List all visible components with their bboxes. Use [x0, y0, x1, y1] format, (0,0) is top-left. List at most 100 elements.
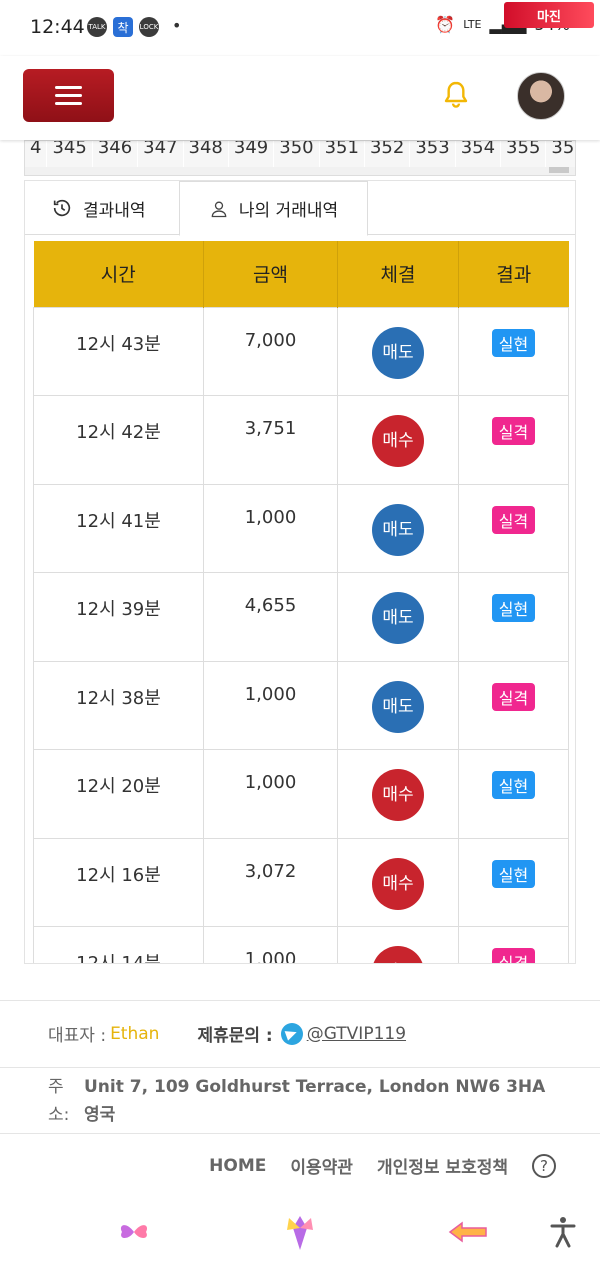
trade-type-badge: 매수: [372, 769, 424, 821]
footer-links: HOME 이용약관 개인정보 보호정책 ?: [209, 1153, 556, 1178]
result-badge: 실격: [491, 505, 536, 534]
telegram-contact-link[interactable]: @GTVIP119: [306, 1023, 407, 1044]
result-badge: 실격: [491, 948, 536, 963]
result-badge: 실격: [491, 682, 536, 711]
round-item[interactable]: 4: [25, 141, 48, 167]
round-strip-scrollbar[interactable]: [549, 167, 569, 173]
round-item[interactable]: 350: [274, 141, 320, 167]
trade-result-cell: 실현: [458, 572, 569, 662]
table-row: 12시 39분 4,655 매도 실현: [33, 572, 569, 662]
hamburger-line: [55, 94, 82, 97]
tab-my-trades-label: 나의 거래내역: [238, 201, 339, 221]
trade-type-cell: 매도: [337, 306, 459, 396]
round-item[interactable]: 348: [183, 141, 229, 167]
trade-time: 12시 39분: [33, 572, 204, 662]
trade-type-badge: 매도: [372, 503, 424, 556]
trade-amount: 1,000: [203, 926, 338, 963]
table-row: 12시 20분 1,000 매수 실현: [33, 749, 569, 839]
trade-type-badge: 매수: [372, 946, 424, 963]
help-icon[interactable]: ?: [532, 1153, 556, 1178]
avatar[interactable]: [517, 72, 565, 120]
result-badge: 실현: [491, 859, 536, 888]
header-time: 시간: [33, 241, 204, 307]
trade-table-wrapper[interactable]: 시간 금액 체결 결과 12시 43분 7,000 매도 실현 12시 42분 3,751…: [33, 241, 569, 963]
privacy-policy-link[interactable]: 개인정보 보호정책: [376, 1158, 508, 1178]
notification-dot-icon: •: [172, 16, 182, 35]
footer-info-row: 대표자 : Ethan 제휴문의 : @GTVIP119: [48, 1021, 406, 1046]
header-amount: 금액: [203, 241, 338, 307]
address-text: Unit 7, 109 Goldhurst Terrace, London NW…: [84, 1077, 546, 1125]
bottom-nav: [0, 1200, 600, 1267]
trade-result-cell: 실격: [458, 483, 569, 573]
hamburger-line: [55, 102, 82, 105]
round-item[interactable]: 352: [364, 141, 411, 167]
result-badge: 실현: [491, 771, 536, 799]
round-item[interactable]: 345: [47, 141, 93, 167]
trade-type-cell: 매수: [337, 837, 459, 927]
bell-icon[interactable]: [440, 78, 472, 112]
trade-amount: 3,751: [203, 395, 338, 485]
trade-type-badge: 매도: [372, 680, 424, 733]
telegram-icon: [280, 1022, 303, 1045]
table-row: 12시 38분 1,000 매도 실격: [33, 660, 569, 750]
trade-type-badge: 매도: [372, 592, 424, 644]
trade-table: 시간 금액 체결 결과 12시 43분 7,000 매도 실현 12시 42분 3,751…: [33, 241, 569, 963]
trade-type-cell: 매수: [337, 749, 459, 839]
round-item[interactable]: 356: [546, 141, 575, 167]
address-label: 주소:: [48, 1077, 70, 1125]
round-item[interactable]: 353: [410, 141, 456, 167]
butterfly-icon[interactable]: [114, 1214, 154, 1250]
trade-amount: 4,655: [203, 572, 338, 662]
trade-type-cell: 매도: [337, 660, 459, 750]
status-time: 12:44: [30, 16, 85, 38]
result-badge: 실현: [491, 594, 536, 622]
round-item[interactable]: 351: [319, 141, 365, 167]
trade-time: 12시 42분: [33, 395, 204, 485]
trade-amount: 1,000: [203, 749, 338, 839]
result-badge: 실현: [491, 328, 536, 357]
home-link[interactable]: HOME: [209, 1155, 267, 1176]
footer: 대표자 : Ethan 제휴문의 : @GTVIP119 주소: Unit 7,…: [0, 1000, 600, 1200]
result-badge: 실격: [491, 417, 536, 445]
table-header-row: 시간 금액 체결 결과: [33, 241, 569, 307]
contact-label: 제휴문의 :: [197, 1026, 273, 1046]
round-item[interactable]: 354: [455, 141, 502, 167]
trade-time: 12시 16분: [33, 837, 204, 927]
accessibility-icon[interactable]: [543, 1214, 583, 1250]
round-item[interactable]: 347: [138, 141, 184, 167]
trade-type-badge: 매수: [372, 415, 424, 467]
header-result: 결과: [458, 241, 569, 307]
table-row: 12시 42분 3,751 매수 실격: [33, 395, 569, 485]
menu-button[interactable]: [23, 69, 114, 122]
trade-result-cell: 실격: [458, 395, 569, 485]
tab-results[interactable]: 결과내역: [51, 181, 146, 235]
trade-amount: 7,000: [203, 306, 338, 396]
trade-time: 12시 14분: [33, 926, 204, 963]
ceo-name: Ethan: [110, 1023, 160, 1044]
trade-time: 12시 38분: [33, 660, 204, 750]
trade-type-cell: 매수: [337, 395, 459, 485]
round-selector[interactable]: 4345346347348349350351352353354355356: [24, 140, 576, 176]
hamburger-icon: [55, 86, 82, 89]
tab-bar: 결과내역 나의 거래내역: [25, 181, 575, 236]
trade-time: 12시 20분: [33, 749, 204, 839]
round-item[interactable]: 349: [228, 141, 275, 167]
back-arrow-icon[interactable]: [448, 1214, 488, 1250]
fairy-icon[interactable]: [280, 1214, 320, 1250]
trade-result-cell: 실격: [458, 660, 569, 750]
kakaotalk-icon: TALK: [87, 17, 107, 37]
table-row: 12시 16분 3,072 매수 실현: [33, 837, 569, 927]
round-item[interactable]: 346: [92, 141, 139, 167]
ceo-label: 대표자 :: [48, 1026, 107, 1046]
trade-amount: 1,000: [203, 660, 338, 750]
trade-type-cell: 매도: [337, 483, 459, 573]
tab-my-trades[interactable]: 나의 거래내역: [179, 181, 368, 236]
alarm-icon: ⏰: [435, 15, 456, 34]
trade-type-badge: 매도: [372, 326, 424, 379]
terms-link[interactable]: 이용약관: [290, 1158, 353, 1178]
divider: [0, 1067, 600, 1068]
divider: [0, 1133, 600, 1134]
round-item[interactable]: 355: [501, 141, 547, 167]
